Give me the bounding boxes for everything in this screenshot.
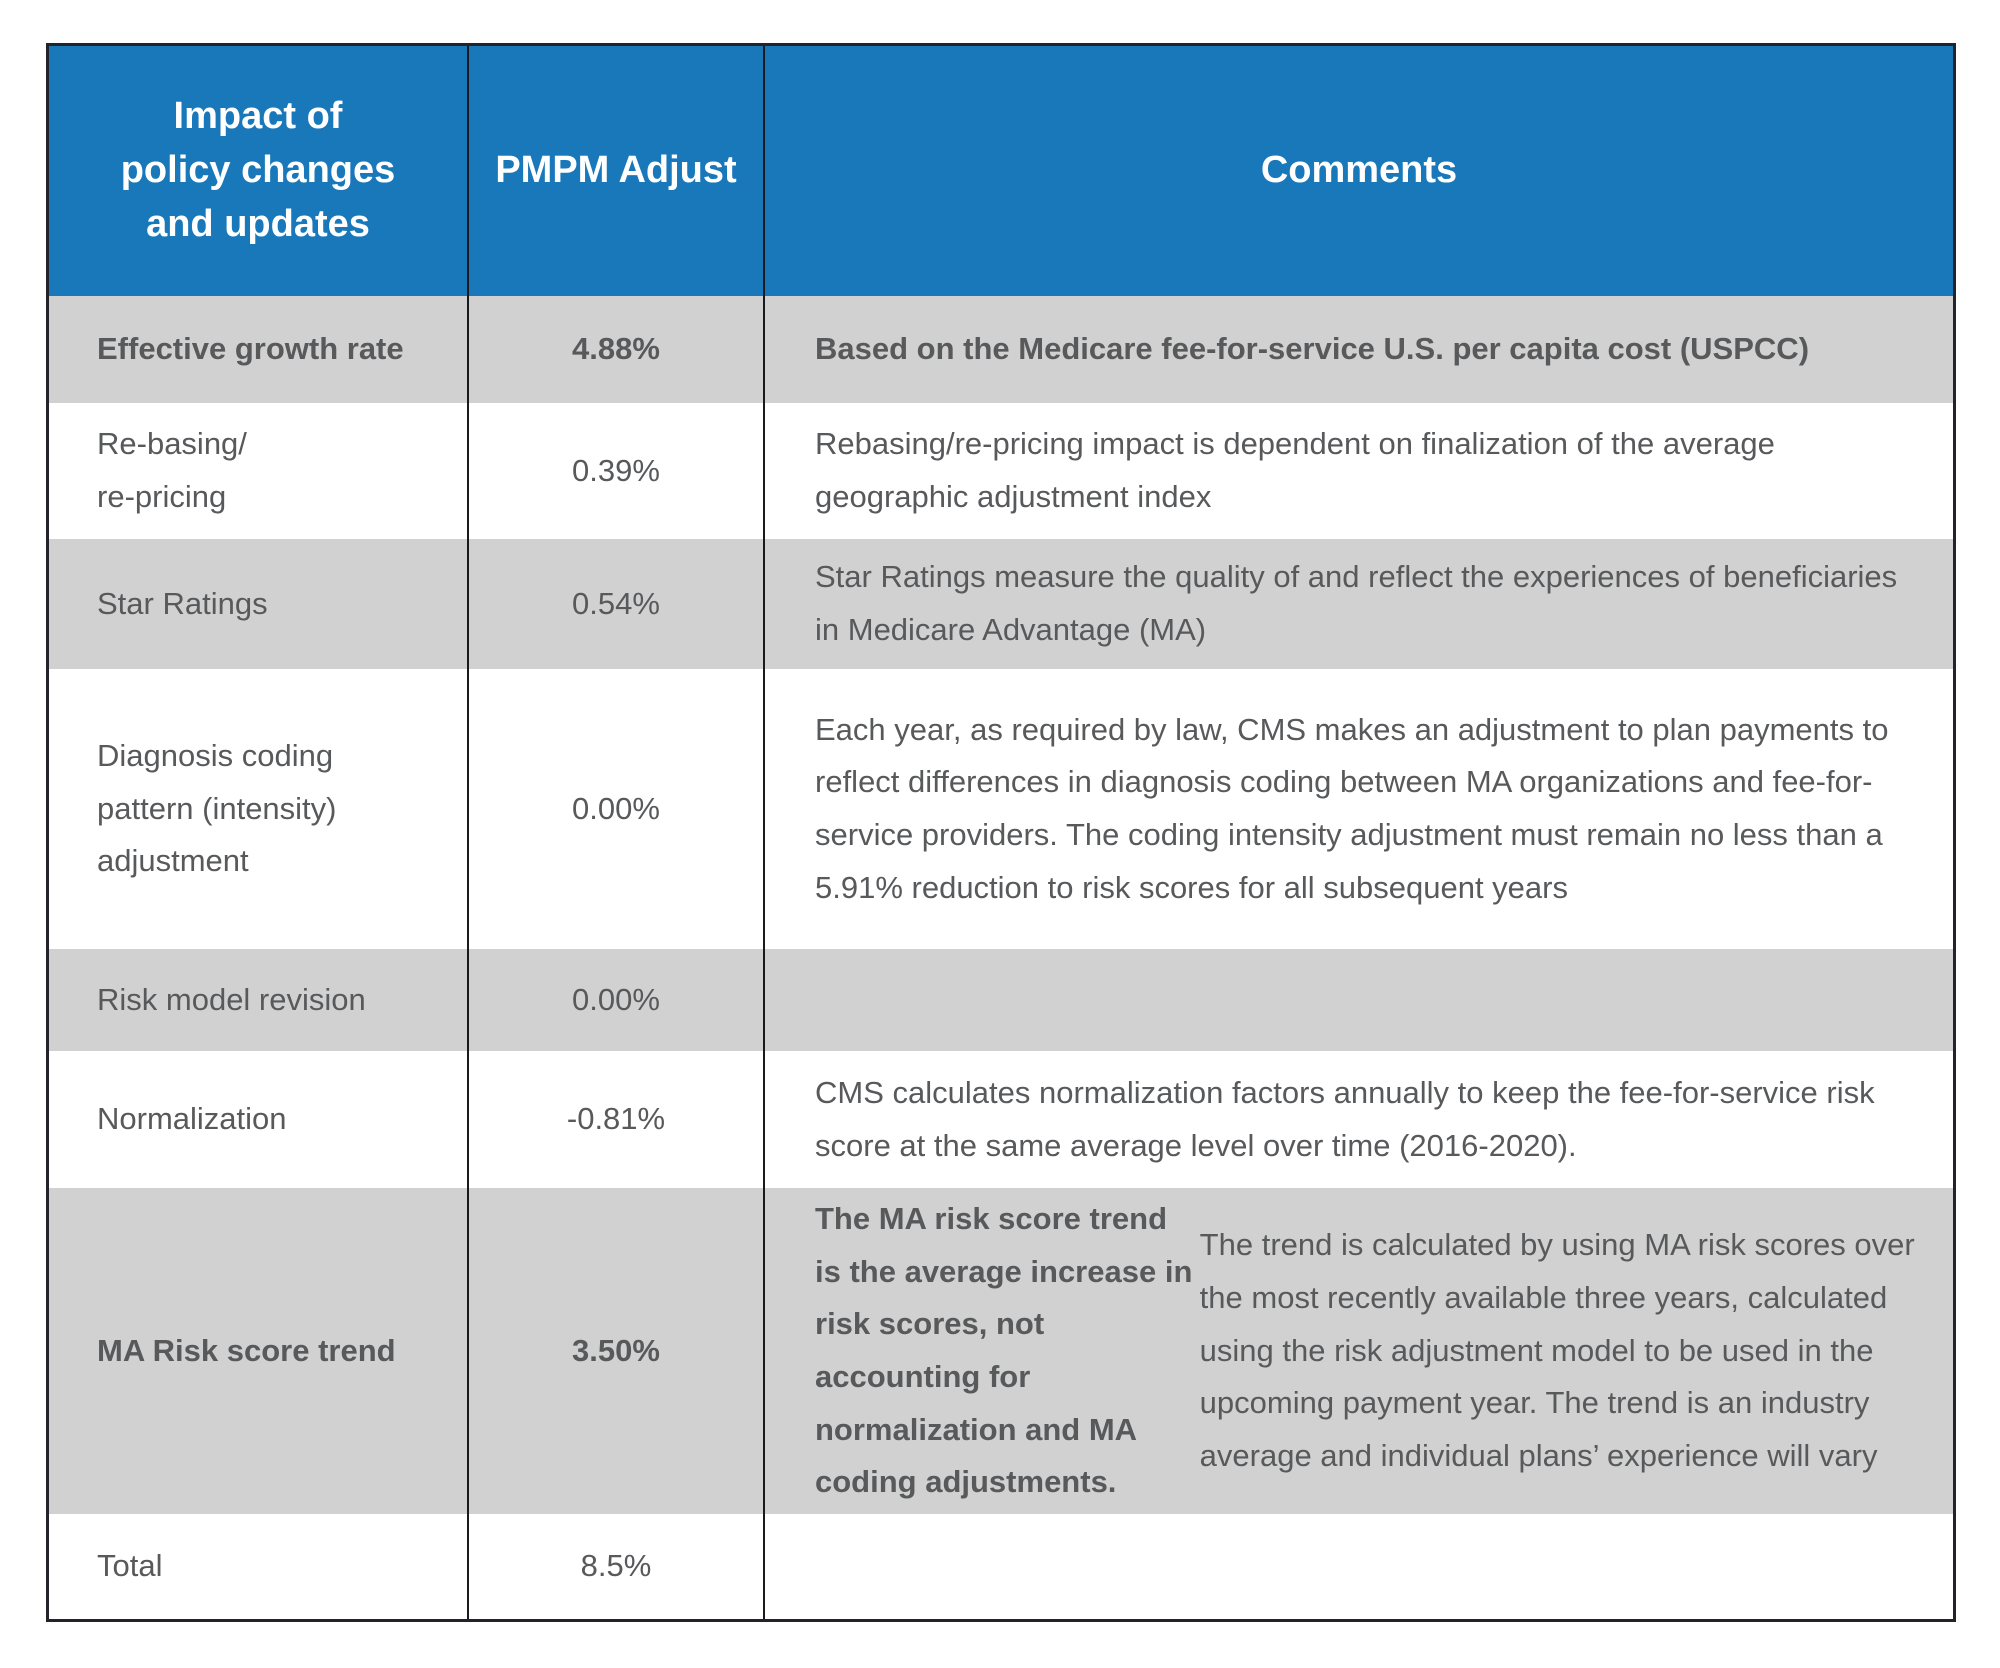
policy-impact-table: Impact of policy changes and updates PMP…: [46, 43, 1956, 1622]
pmpm-value: 0.00%: [469, 949, 765, 1051]
row-label: Effective growth rate: [49, 296, 469, 403]
row-label: Risk model revision: [49, 949, 469, 1051]
pmpm-value: -0.81%: [469, 1051, 765, 1188]
table-row-star-ratings: Star Ratings 0.54% Star Ratings measure …: [49, 539, 1953, 669]
comment-text: Based on the Medicare fee-for-service U.…: [815, 331, 1810, 367]
table-row-normalization: Normalization -0.81% CMS calculates norm…: [49, 1051, 1953, 1188]
table-row-diagnosis-coding: Diagnosis coding pattern (intensity) adj…: [49, 669, 1953, 949]
comment-text-rest: The trend is calculated by using MA risk…: [1199, 1227, 1915, 1474]
row-label: Total: [49, 1514, 469, 1619]
pmpm-value: 0.00%: [469, 669, 765, 949]
comment-text: [765, 1514, 1953, 1619]
col-header-comments: Comments: [1260, 149, 1458, 192]
table-row-rebasing-repricing: Re-basing/ re-pricing 0.39% Rebasing/re-…: [49, 403, 1953, 539]
comment-text: The MA risk score trend is the average i…: [765, 1188, 1953, 1514]
comment-text: [765, 949, 1953, 1051]
comment-text: CMS calculates normalization factors ann…: [815, 1074, 1875, 1163]
col-header-impact: Impact of policy changes and updates: [49, 46, 469, 296]
comment-text-bold: The MA risk score trend is the average i…: [815, 1200, 1193, 1500]
row-label: Re-basing/ re-pricing: [49, 403, 469, 539]
table-row-risk-model-revision: Risk model revision 0.00%: [49, 949, 1953, 1051]
row-label: Star Ratings: [49, 539, 469, 669]
table-row-total: Total 8.5%: [49, 1514, 1953, 1619]
table-header-row: Impact of policy changes and updates PMP…: [49, 46, 1953, 296]
table-row-ma-risk-score-trend: MA Risk score trend 3.50% The MA risk sc…: [49, 1188, 1953, 1514]
comment-text: Star Ratings measure the quality of and …: [815, 559, 1898, 647]
col-header-pmpm: PMPM Adjust: [469, 46, 765, 296]
pmpm-value: 0.54%: [469, 539, 765, 669]
row-label: Diagnosis coding pattern (intensity) adj…: [49, 669, 469, 949]
pmpm-value: 4.88%: [469, 296, 765, 403]
row-label: MA Risk score trend: [49, 1188, 469, 1514]
comment-text: Each year, as required by law, CMS makes…: [815, 711, 1889, 905]
pmpm-value: 3.50%: [469, 1188, 765, 1514]
pmpm-value: 0.39%: [469, 403, 765, 539]
table-row-effective-growth-rate: Effective growth rate 4.88% Based on the…: [49, 296, 1953, 403]
comment-text: Rebasing/re-pricing impact is dependent …: [815, 426, 1775, 514]
row-label: Normalization: [49, 1051, 469, 1188]
pmpm-value: 8.5%: [469, 1514, 765, 1619]
